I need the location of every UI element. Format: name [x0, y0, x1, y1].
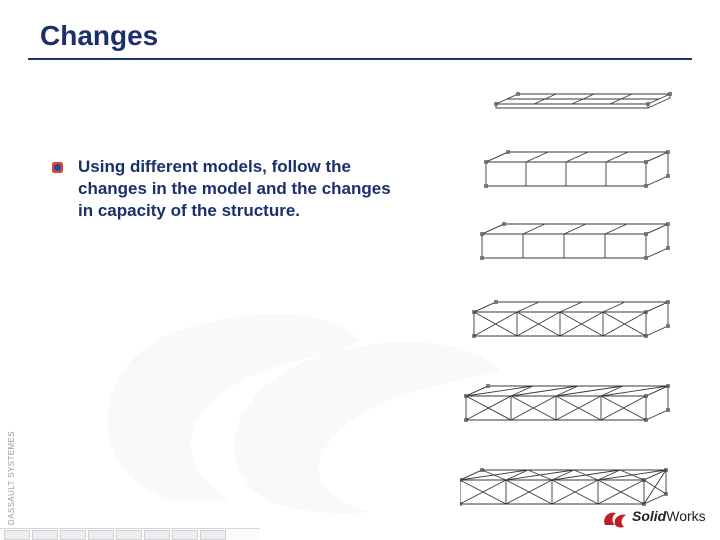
bullet-item: Using different models, follow the chang… [52, 156, 392, 221]
title-underline [28, 58, 692, 60]
truss-diagram-stack [460, 90, 690, 510]
bullet-icon [52, 160, 68, 178]
slide-sorter-thumbs [0, 528, 260, 540]
slide-title: Changes [40, 20, 158, 52]
solidworks-logo: SolidWorks [602, 503, 710, 534]
bullet-text: Using different models, follow the chang… [78, 156, 392, 221]
svg-text:SolidWorks: SolidWorks [632, 508, 706, 524]
